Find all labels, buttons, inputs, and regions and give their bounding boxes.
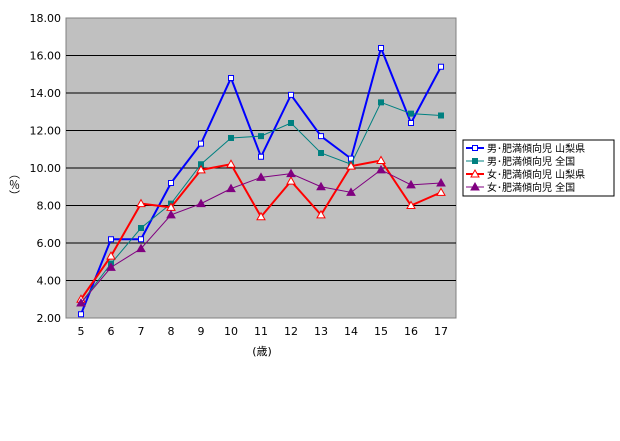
y-tick-label: 10.00 <box>30 162 62 175</box>
data-point <box>196 164 206 174</box>
x-axis-label: (歳) <box>252 345 272 358</box>
legend-label: 男･肥満傾向児 全国 <box>487 155 575 168</box>
y-tick-label: 6.00 <box>37 237 62 250</box>
series-4 <box>76 164 446 307</box>
data-point <box>346 161 356 170</box>
data-point <box>256 211 266 221</box>
legend-item: 男･肥満傾向児 全国 <box>466 155 575 168</box>
data-point <box>378 45 384 51</box>
data-point <box>406 200 416 209</box>
legend-swatch-marker <box>470 168 480 178</box>
series-2 <box>78 99 444 306</box>
y-tick-label: 16.00 <box>30 50 62 63</box>
y-axis-label: （％） <box>8 168 21 201</box>
data-point <box>226 159 236 168</box>
x-tick-label: 15 <box>374 325 388 338</box>
y-tick-label: 2.00 <box>37 312 62 325</box>
x-tick-label: 13 <box>314 325 328 338</box>
data-point <box>408 120 414 126</box>
data-point <box>198 140 204 147</box>
y-tick-label: 12.00 <box>30 125 62 138</box>
x-tick-label: 16 <box>404 325 418 338</box>
x-tick-label: 17 <box>434 325 448 338</box>
legend-swatch-marker <box>472 158 478 164</box>
data-point <box>106 262 116 271</box>
legend-swatch-marker <box>470 181 480 191</box>
data-point <box>376 155 386 164</box>
data-point <box>196 198 206 208</box>
data-point <box>316 209 326 219</box>
data-point <box>76 297 86 307</box>
data-point <box>78 311 84 318</box>
data-point <box>438 112 444 119</box>
legend-label: 女･肥満傾向児 山梨県 <box>487 168 585 181</box>
data-point <box>408 110 414 117</box>
legend-label: 女･肥満傾向児 全国 <box>487 181 575 194</box>
legend-label: 男･肥満傾向児 山梨県 <box>487 142 585 155</box>
data-point <box>288 91 294 98</box>
data-point <box>346 187 356 196</box>
data-point <box>166 209 176 219</box>
data-point <box>406 179 416 189</box>
x-tick-label: 9 <box>198 325 205 338</box>
x-tick-label: 5 <box>78 325 85 338</box>
data-point <box>288 120 294 126</box>
data-point <box>138 236 144 243</box>
data-point <box>436 187 446 196</box>
legend-swatch-marker <box>472 145 478 151</box>
data-point <box>438 63 444 70</box>
data-point <box>378 99 384 106</box>
data-point <box>258 153 264 160</box>
x-tick-label: 11 <box>254 325 268 338</box>
data-point <box>436 177 446 187</box>
y-tick-label: 4.00 <box>37 275 62 288</box>
gridlines <box>66 55 456 281</box>
y-tick-label: 14.00 <box>30 87 62 100</box>
x-tick-label: 8 <box>168 325 175 338</box>
data-point <box>106 251 116 260</box>
y-tick-label: 18.00 <box>30 12 62 25</box>
data-point <box>376 164 386 174</box>
data-point <box>258 133 264 140</box>
data-point <box>228 135 234 141</box>
data-point <box>286 176 296 185</box>
data-point <box>138 225 144 231</box>
x-axis-ticks: 5 6 7 8 9 10 11 12 13 14 15 16 17 <box>78 325 449 338</box>
x-tick-label: 10 <box>224 325 238 338</box>
series-1 <box>78 44 444 318</box>
legend-item: 女･肥満傾向児 山梨県 <box>466 168 585 181</box>
x-tick-label: 14 <box>344 325 358 338</box>
series-3 <box>76 155 446 303</box>
legend-box <box>462 139 615 197</box>
data-point <box>316 181 326 191</box>
y-tick-label: 8.00 <box>37 200 62 213</box>
data-point <box>318 150 324 156</box>
data-point <box>256 172 266 181</box>
data-point <box>318 133 324 140</box>
x-tick-label: 6 <box>108 325 115 338</box>
data-point <box>108 236 114 243</box>
data-point <box>136 198 146 208</box>
legend-item: 女･肥満傾向児 全国 <box>466 181 575 194</box>
data-point <box>286 168 296 178</box>
data-point <box>228 75 234 81</box>
data-point <box>168 180 174 186</box>
x-tick-label: 12 <box>284 325 298 338</box>
legend-item: 男･肥満傾向児 山梨県 <box>466 142 585 155</box>
data-point <box>226 183 236 193</box>
data-point <box>136 243 146 253</box>
y-axis-ticks: 2.00 4.00 6.00 8.00 10.00 12.00 14.00 16.00 18.0… <box>30 12 62 325</box>
series-group <box>76 44 446 318</box>
x-tick-label: 7 <box>138 325 145 338</box>
